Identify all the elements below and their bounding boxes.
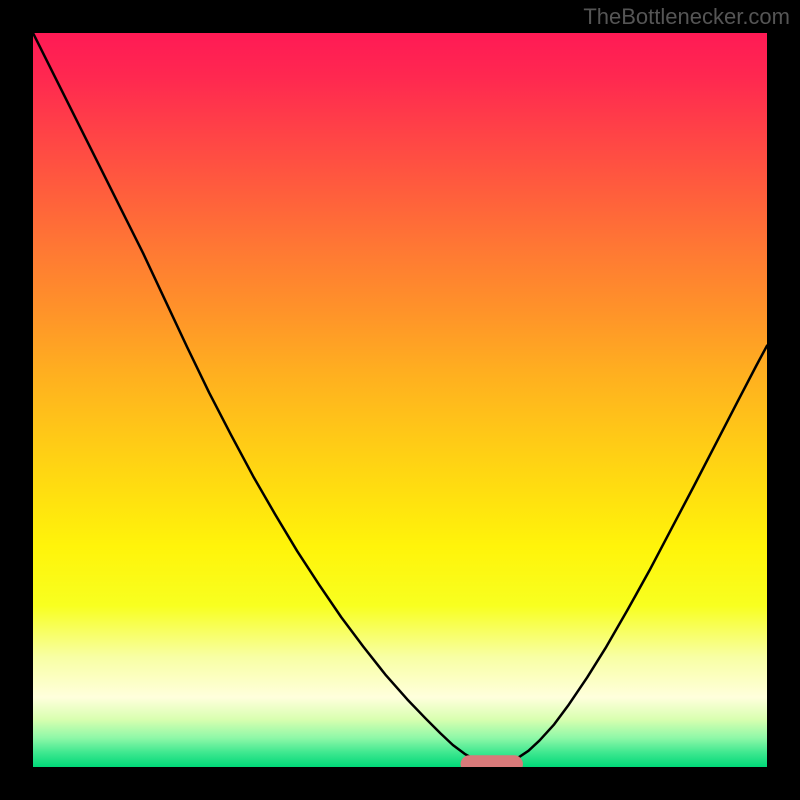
optimal-marker <box>461 755 523 767</box>
chart-svg <box>33 33 767 767</box>
plot-area <box>33 33 767 767</box>
plot-background <box>33 33 767 767</box>
chart-container: TheBottlenecker.com <box>0 0 800 800</box>
attribution-label: TheBottlenecker.com <box>583 4 790 30</box>
